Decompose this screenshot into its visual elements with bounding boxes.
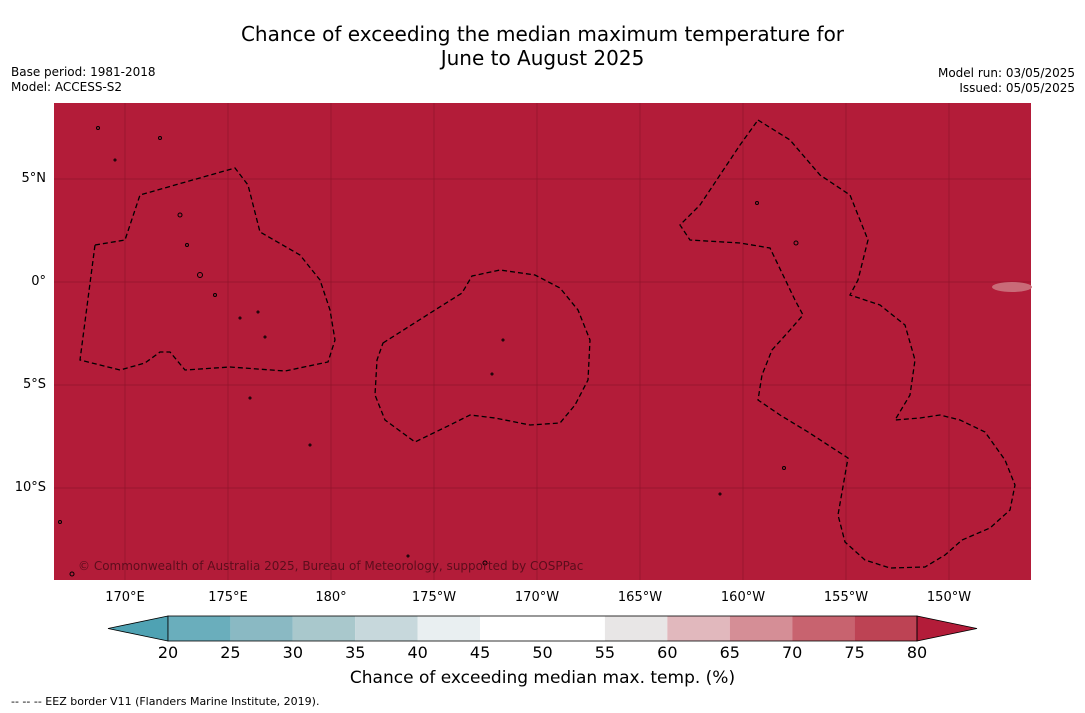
colorbar-tick-label: 55 xyxy=(594,643,616,662)
colorbar-segment xyxy=(292,616,356,641)
title-line-1: Chance of exceeding the median maximum t… xyxy=(240,22,845,46)
lon-label-170e: 170°E xyxy=(105,590,145,605)
colorbar-segment xyxy=(667,616,730,641)
lat-label-0: 0° xyxy=(31,274,46,289)
copyright-note: © Commonwealth of Australia 2025, Bureau… xyxy=(78,559,584,573)
colorbar-label: Chance of exceeding median max. temp. (%… xyxy=(349,668,736,688)
lon-label-175w: 175°W xyxy=(411,590,457,605)
eez-borders xyxy=(79,119,1016,569)
lon-label-170w: 170°W xyxy=(514,590,560,605)
colorbar-segment xyxy=(168,616,231,641)
model-run: Model run: 03/05/2025 xyxy=(937,66,1075,80)
colorbar-frame xyxy=(167,615,918,642)
lat-label-5n: 5°N xyxy=(21,171,47,186)
colorbar-tick-label: 60 xyxy=(657,643,678,662)
lat-label-10s: 10°S xyxy=(14,480,46,495)
colorbar-segment xyxy=(729,616,793,641)
base-period: Base period: 1981-2018 xyxy=(11,65,156,79)
map-title: Chance of exceeding the median maximum t… xyxy=(0,22,1085,70)
lon-label-175e: 175°E xyxy=(208,590,248,605)
colorbar-high-extend xyxy=(916,615,978,642)
lon-label-150w: 150°W xyxy=(926,590,972,605)
colorbar-segment xyxy=(355,616,418,641)
title-line-2: June to August 2025 xyxy=(440,46,645,70)
eez-line-islands xyxy=(679,119,1016,569)
pale-patch xyxy=(992,282,1032,292)
islands xyxy=(58,126,799,577)
colorbar-tick-label: 75 xyxy=(844,643,865,662)
colorbar xyxy=(107,615,978,642)
colorbar-segment xyxy=(480,616,543,641)
colorbar-segment xyxy=(230,616,293,641)
colorbar-segment xyxy=(792,616,855,641)
lon-label-165w: 165°W xyxy=(617,590,663,605)
eez-kiribati-tuvalu xyxy=(79,167,336,372)
colorbar-segment xyxy=(854,616,917,641)
meta-left: Base period: 1981-2018 Model: ACCESS-S2 xyxy=(11,65,156,95)
colorbar-tick-label: 45 xyxy=(469,643,491,662)
map-fill xyxy=(54,103,1031,580)
lat-label-5s: 5°S xyxy=(22,377,46,392)
eez-phoenix xyxy=(374,269,591,443)
colorbar-tick-label: 65 xyxy=(719,643,740,662)
colorbar-tick-label: 30 xyxy=(282,643,303,662)
colorbar-segment xyxy=(604,616,668,641)
colorbar-segment xyxy=(417,616,481,641)
meta-right: Model run: 03/05/2025 Issued: 05/05/2025 xyxy=(938,66,1075,96)
colorbar-tick-label: 50 xyxy=(532,643,553,662)
issued-date: Issued: 05/05/2025 xyxy=(959,81,1075,95)
lon-label-155w: 155°W xyxy=(823,590,869,605)
lon-label-160w: 160°W xyxy=(720,590,766,605)
colorbar-segment xyxy=(542,616,605,641)
colorbar-low-extend xyxy=(107,615,169,642)
colorbar-tick-label: 35 xyxy=(345,643,366,662)
model-name: Model: ACCESS-S2 xyxy=(11,80,123,94)
graticule xyxy=(54,103,1031,580)
colorbar-tick-label: 40 xyxy=(407,643,428,662)
colorbar-tick-label: 20 xyxy=(157,643,179,662)
lon-label-180: 180° xyxy=(315,590,347,605)
eez-footnote: -- -- -- EEZ border V11 (Flanders Marine… xyxy=(11,695,320,708)
colorbar-tick-label: 80 xyxy=(906,643,928,662)
colorbar-tick-label: 25 xyxy=(220,643,241,662)
colorbar-tick-label: 70 xyxy=(781,643,803,662)
